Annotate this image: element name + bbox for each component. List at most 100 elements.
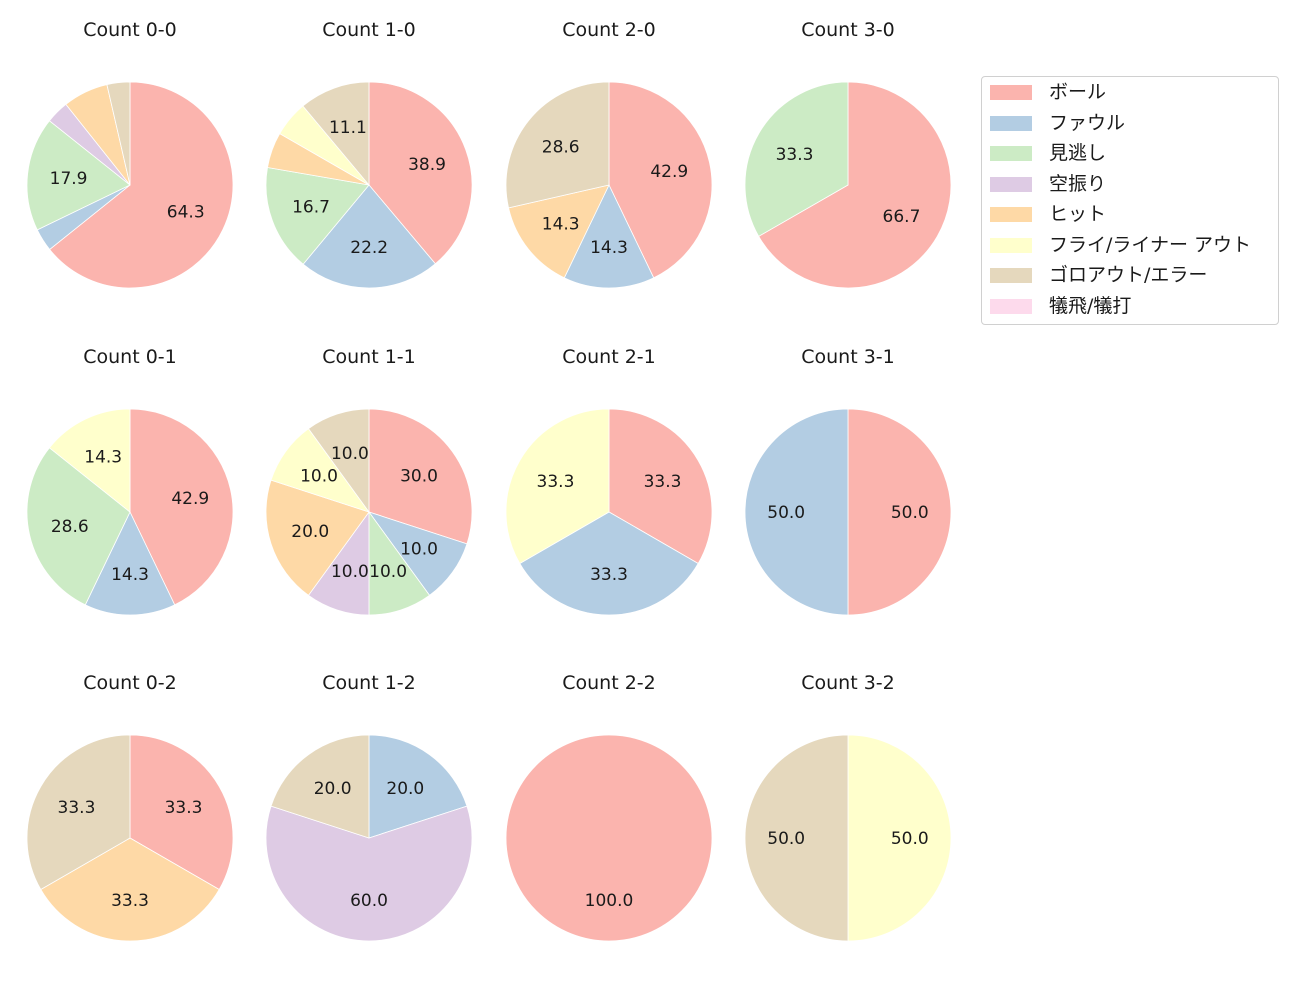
- pie-title: Count 0-2: [83, 672, 177, 694]
- pie-slice: [129, 734, 234, 891]
- pie-value-label: 20.0: [291, 522, 329, 542]
- pie-count-0-1: Count 0-1 42.9 14.3 28.6 14.3: [26, 346, 234, 616]
- pie-title: Count 2-2: [562, 672, 656, 694]
- pie-value-label: 64.3: [167, 203, 205, 223]
- pie-title: Count 0-1: [83, 346, 177, 368]
- legend-item-called-strike: 見逃し: [982, 138, 1278, 168]
- pie-count-3-2: Count 3-2 50.0 50.0: [744, 672, 952, 942]
- pie-title: Count 1-2: [322, 672, 416, 694]
- pie-slice: [508, 184, 610, 279]
- pie-value-label: 14.3: [590, 238, 628, 258]
- legend-swatch: [990, 85, 1032, 100]
- pie-value-label: 50.0: [767, 503, 805, 523]
- pie-value-label: 20.0: [314, 779, 352, 799]
- pie-value-label: 38.9: [408, 155, 446, 175]
- legend-item-fly-liner-out: フライ/ライナー アウト: [982, 230, 1278, 260]
- pie-count-1-0: Count 1-0 38.9 22.2 16.7 11.1: [265, 19, 473, 289]
- pie-slice: [265, 167, 370, 265]
- legend-label: ファウル: [1049, 111, 1126, 134]
- pie-slice: [26, 734, 131, 891]
- pie-value-label: 14.3: [111, 565, 149, 585]
- pie-count-1-2: Count 1-2 20.0 60.0 20.0: [265, 672, 473, 942]
- pie-slice: [847, 734, 952, 942]
- legend-item-swinging-strike: 空振り: [982, 169, 1278, 199]
- pie-count-1-1: Count 1-130.010.010.010.020.010.010.0: [265, 346, 473, 616]
- legend-swatch: [990, 237, 1032, 253]
- legend-item-grounder-out-error: ゴロアウト/エラー: [982, 260, 1278, 290]
- pie-value-label: 33.3: [537, 472, 575, 492]
- pie-count-0-0: Count 0-0 64.3 17.9: [26, 19, 234, 289]
- pie-slice: [48, 408, 131, 513]
- legend-swatch: [990, 298, 1032, 314]
- pie-slice: [505, 734, 713, 942]
- pie-count-2-0: Count 2-0 42.9 14.3 14.3 28.6: [505, 19, 713, 289]
- pie-value-label: 10.0: [331, 562, 369, 582]
- pie-value-label: 28.6: [51, 517, 89, 537]
- pie-count-3-1: Count 3-1 50.0 50.0: [744, 346, 952, 616]
- pie-title: Count 3-2: [801, 672, 895, 694]
- legend-swatch: [990, 268, 1032, 283]
- pie-value-label: 33.3: [165, 798, 203, 818]
- pie-slice: [84, 511, 176, 616]
- pie-title: Count 1-0: [322, 19, 416, 41]
- pie-slice: [505, 408, 610, 565]
- pie-slice: [106, 81, 131, 186]
- pie-slice: [608, 81, 713, 279]
- legend-label: 犠飛/犠打: [1049, 294, 1132, 317]
- pie-slice: [270, 734, 370, 839]
- pie-title: Count 2-0: [562, 19, 656, 41]
- pie-value-label: 10.0: [400, 539, 438, 559]
- legend-item-hit: ヒット: [982, 199, 1278, 229]
- pie-count-2-2: Count 2-2 100.0: [505, 672, 713, 942]
- pie-slice: [744, 734, 849, 942]
- pie-slice: [368, 408, 473, 545]
- pie-slice: [744, 408, 849, 616]
- legend-item-sacrifice: 犠飛/犠打: [982, 291, 1278, 321]
- pie-value-label: 11.1: [329, 118, 367, 138]
- pie-value-label: 66.7: [883, 207, 921, 227]
- pie-value-label: 50.0: [767, 829, 805, 849]
- legend-label: ゴロアウト/エラー: [1049, 264, 1208, 286]
- pie-value-label: 10.0: [300, 467, 338, 487]
- pie-count-2-1: Count 2-1 33.3 33.3 33.3: [505, 346, 713, 616]
- pie-title: Count 0-0: [83, 19, 177, 41]
- legend-label: ボール: [1049, 81, 1107, 103]
- pie-title: Count 3-1: [801, 346, 895, 368]
- pie-value-label: 33.3: [644, 472, 682, 492]
- pie-value-label: 17.9: [50, 169, 88, 189]
- pie-value-label: 33.3: [776, 145, 814, 165]
- legend-swatch: [990, 146, 1032, 161]
- pie-slice: [563, 184, 655, 289]
- pie-slice: [129, 408, 234, 606]
- pie-slice: [26, 120, 131, 231]
- legend-label: 空振り: [1049, 172, 1107, 195]
- pie-value-label: 33.3: [111, 891, 149, 911]
- pie-slice: [265, 479, 370, 596]
- pie-slice: [744, 81, 849, 237]
- legend-swatch: [990, 176, 1032, 192]
- pie-value-label: 14.3: [84, 447, 122, 467]
- pie-value-label: 10.0: [331, 444, 369, 464]
- pie-slice: [307, 408, 370, 514]
- pie-slice: [302, 81, 370, 187]
- pie-slice: [265, 805, 473, 942]
- pie-slice: [758, 81, 952, 289]
- pie-slice: [847, 408, 952, 616]
- pie-value-label: 28.6: [542, 137, 580, 157]
- pie-value-label: 100.0: [585, 891, 634, 911]
- pie-value-label: 42.9: [650, 162, 688, 182]
- pie-value-label: 50.0: [891, 829, 929, 849]
- legend-label: 見逃し: [1049, 142, 1107, 164]
- pie-value-label: 42.9: [171, 489, 209, 509]
- pie-value-label: 30.0: [400, 467, 438, 487]
- pie-value-label: 33.3: [590, 565, 628, 585]
- pie-value-label: 60.0: [350, 891, 388, 911]
- pie-slice: [26, 447, 131, 606]
- legend: ボール ファウル 見逃し 空振り ヒット フライ/ライナー アウト ゴロアウト/…: [981, 76, 1279, 325]
- pie-value-label: 14.3: [542, 215, 580, 235]
- pie-slice: [505, 81, 610, 209]
- pie-value-label: 20.0: [386, 779, 424, 799]
- pie-value-label: 16.7: [292, 197, 330, 217]
- legend-label: フライ/ライナー アウト: [1049, 233, 1252, 256]
